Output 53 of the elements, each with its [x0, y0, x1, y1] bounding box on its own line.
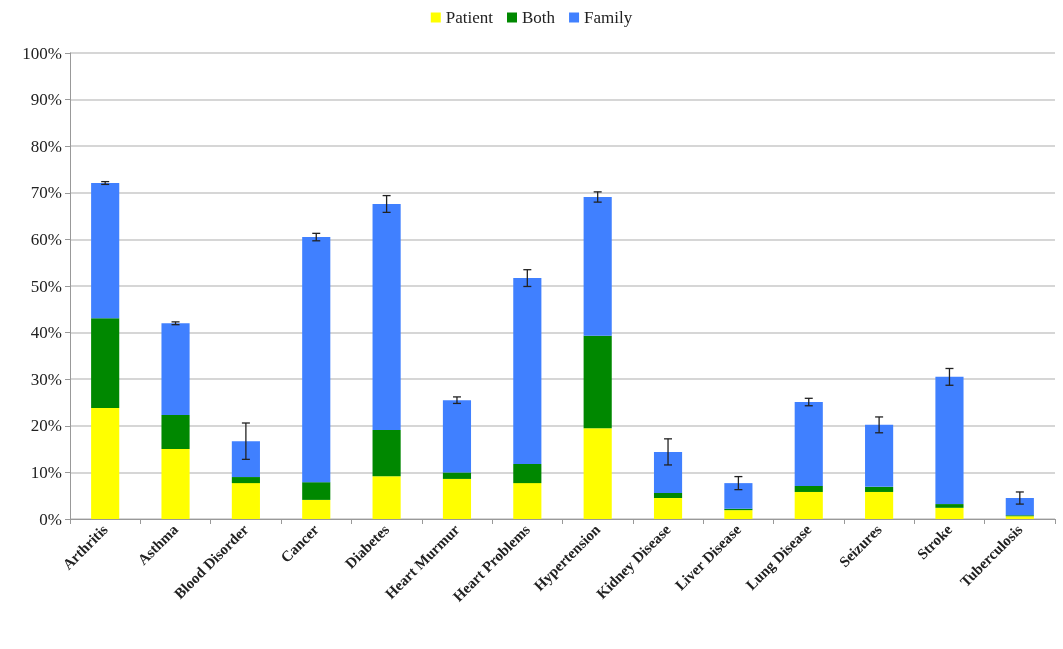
bar: [794, 402, 823, 486]
bar: [513, 483, 542, 519]
y-tick-label: 20%: [30, 416, 62, 436]
bar: [935, 504, 964, 508]
bar: [724, 483, 753, 509]
bar: [513, 278, 542, 465]
bar: [653, 492, 683, 499]
bar: [583, 428, 612, 519]
y-tick-label: 10%: [30, 462, 62, 482]
bar: [231, 483, 260, 519]
bar: [794, 491, 823, 519]
bar: [161, 449, 190, 519]
bar: [372, 429, 401, 477]
bar: [583, 335, 612, 429]
y-tick-label: 50%: [30, 276, 62, 296]
legend-label: Patient: [445, 8, 494, 27]
y-tick-label: 0%: [39, 509, 62, 529]
bar: [935, 376, 964, 505]
bar: [865, 424, 894, 487]
bar: [372, 476, 401, 519]
y-tick-label: 60%: [30, 229, 62, 249]
legend-label: Family: [584, 8, 633, 27]
bar: [653, 451, 683, 493]
bar: [442, 472, 472, 479]
bar: [302, 482, 331, 500]
y-tick-label: 100%: [22, 43, 62, 63]
bar: [161, 323, 190, 416]
bar: [372, 203, 401, 430]
y-tick-label: 70%: [30, 183, 62, 203]
bar: [91, 183, 120, 319]
bar: [1005, 498, 1034, 516]
y-tick-label: 30%: [30, 369, 62, 389]
bar: [302, 499, 331, 519]
bar: [442, 478, 472, 519]
bar: [91, 408, 120, 519]
bar: [442, 400, 472, 473]
y-tick-label: 40%: [30, 323, 62, 343]
y-tick-label: 90%: [30, 90, 62, 110]
bar: [302, 237, 331, 483]
bar: [794, 485, 823, 492]
y-tick-label: 80%: [30, 136, 62, 156]
bar: [161, 415, 190, 450]
legend-label: Both: [521, 8, 556, 27]
bar: [231, 441, 260, 478]
bar: [865, 491, 894, 519]
bar: [935, 507, 964, 519]
bar: [91, 318, 120, 409]
bar: [653, 498, 683, 519]
bar: [865, 486, 894, 492]
bar: [583, 196, 612, 336]
bar: [724, 510, 753, 519]
bar: [513, 464, 542, 484]
bar: [231, 477, 260, 484]
